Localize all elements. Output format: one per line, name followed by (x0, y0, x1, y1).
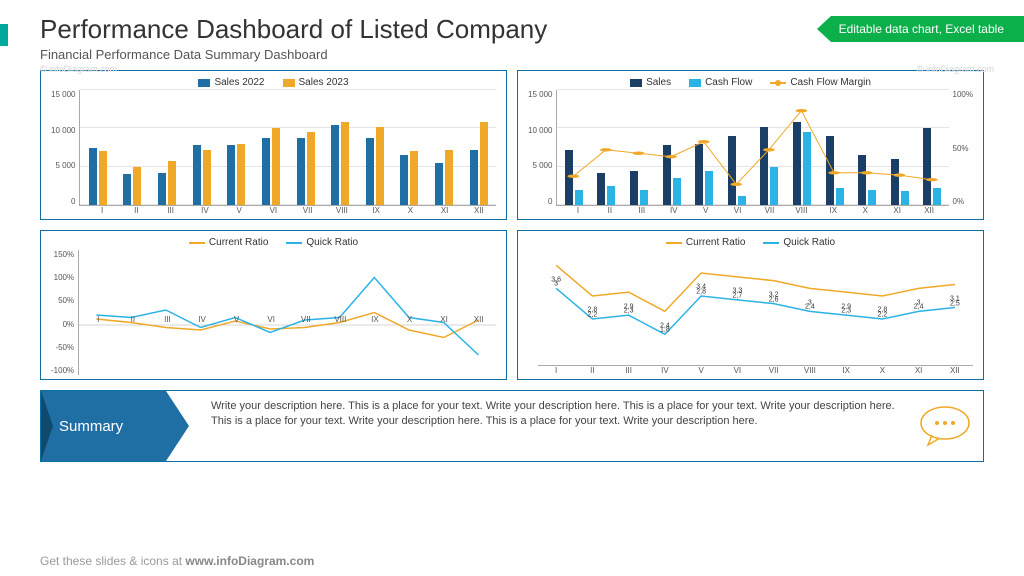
chart-sales-yoy: Sales 2022 Sales 2023 15 00010 0005 0000… (40, 70, 507, 220)
legend: Sales 2022 Sales 2023 (51, 77, 496, 88)
accent-bar (0, 24, 8, 46)
speech-bubble-icon (918, 405, 972, 449)
x-axis: IIIIIIIVVVIVIIVIIIIXXXIXII (538, 366, 973, 375)
legend-label: Cash Flow (705, 77, 752, 88)
x-axis: IIIIIIIVVVIVIIVIIIIXXXIXII (81, 315, 496, 375)
plot-area: 32,22,31,82,82,72,62,42,32,22,42,53,62,8… (538, 250, 973, 366)
summary-panel: Summary Write your description here. Thi… (40, 390, 984, 462)
legend-label: Sales 2022 (214, 77, 264, 88)
legend-label: Cash Flow Margin (790, 77, 871, 88)
legend-label: Current Ratio (209, 237, 268, 248)
legend: Sales Cash Flow Cash Flow Margin (528, 77, 973, 88)
y-axis: 15 00010 0005 0000 (528, 90, 556, 206)
y-axis: 150%100%50%0%-50%-100% (51, 250, 78, 375)
badge-arrow (817, 16, 831, 42)
summary-tab: Summary (41, 391, 191, 461)
page-subtitle: Financial Performance Data Summary Dashb… (40, 47, 984, 62)
swatch-icon (189, 242, 205, 244)
plot-area (79, 90, 496, 206)
legend-label: Quick Ratio (306, 237, 358, 248)
editable-badge: Editable data chart, Excel table (817, 16, 1024, 42)
x-axis: IIIIIIIVVVIVIIVIIIIXXXIXII (562, 206, 945, 215)
x-axis: IIIIIIIVVVIVIIVIIIIXXXIXII (85, 206, 496, 215)
legend: Current Ratio Quick Ratio (51, 237, 496, 248)
swatch-icon (763, 242, 779, 244)
legend-label: Quick Ratio (783, 237, 835, 248)
charts-grid: Sales 2022 Sales 2023 15 00010 0005 0000… (0, 70, 1024, 380)
swatch-icon (198, 79, 210, 87)
badge-label: Editable data chart, Excel table (831, 16, 1024, 42)
legend-label: Sales (646, 77, 671, 88)
plot-area (556, 90, 948, 206)
legend-label: Current Ratio (686, 237, 745, 248)
summary-label: Summary (41, 418, 123, 435)
swatch-icon (630, 79, 642, 87)
swatch-icon (283, 79, 295, 87)
summary-text: Write your description here. This is a p… (191, 391, 983, 461)
swatch-icon (689, 79, 701, 87)
footer-prefix: Get these slides & icons at (40, 554, 185, 568)
legend-label: Sales 2023 (299, 77, 349, 88)
swatch-icon (286, 242, 302, 244)
y-axis: 15 00010 0005 0000 (51, 90, 79, 206)
chart-ratios-abs: Current Ratio Quick Ratio 32,22,31,82,82… (517, 230, 984, 380)
chart-ratios-pct: Current Ratio Quick Ratio 150%100%50%0%-… (40, 230, 507, 380)
footer-site: www.infoDiagram.com (185, 554, 314, 568)
swatch-icon (770, 82, 786, 84)
swatch-icon (666, 242, 682, 244)
footer: Get these slides & icons at www.infoDiag… (40, 554, 314, 568)
y-axis-right: 100%50%0% (949, 90, 973, 206)
chart-cashflow: Sales Cash Flow Cash Flow Margin 15 0001… (517, 70, 984, 220)
legend: Current Ratio Quick Ratio (528, 237, 973, 248)
